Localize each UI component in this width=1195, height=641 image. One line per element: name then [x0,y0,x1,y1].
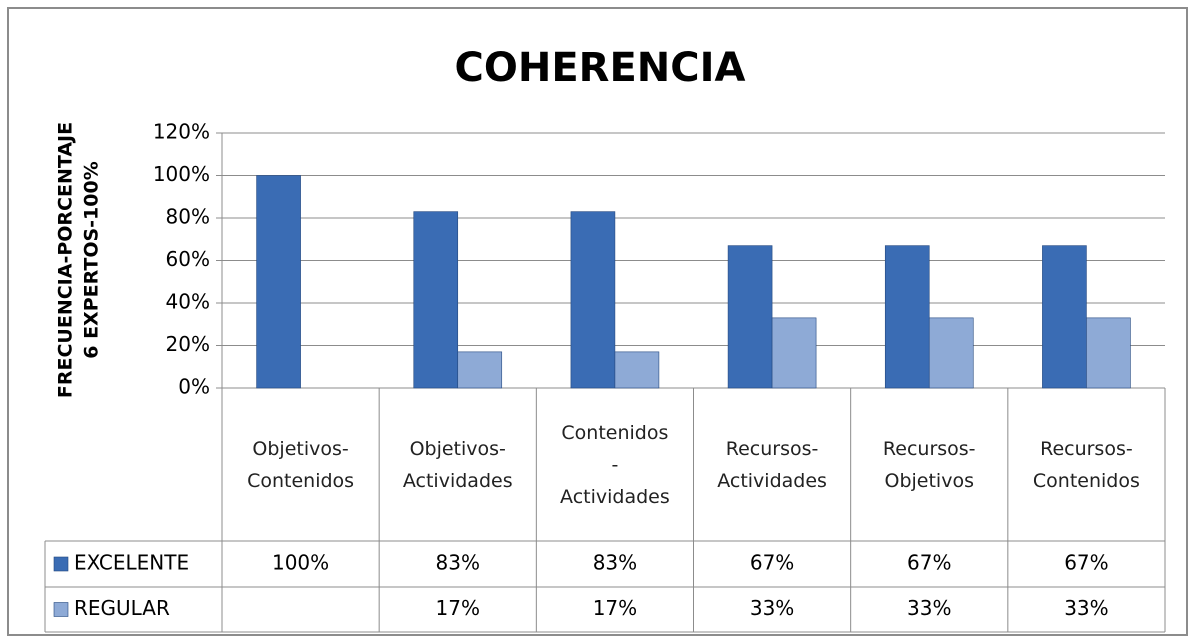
data-table-value: 17% [436,596,480,620]
y-tick-label: 20% [166,332,210,356]
x-tick-cell: Recursos-Objetivos [851,388,1008,541]
x-tick-label: Recursos-Contenidos [1032,437,1140,492]
x-tick-cell: Objetivos-Actividades [379,388,536,541]
bar [727,245,773,389]
x-tick-cell: Contenidos-Actividades [536,388,693,541]
legend-label: REGULAR [74,596,170,620]
bar [771,317,817,389]
data-table-value: 67% [750,551,794,575]
y-tick-label: 40% [166,290,210,314]
y-tick-label: 0% [178,375,210,399]
data-table-value: 33% [1064,596,1108,620]
x-tick-label: Objetivos-Contenidos [247,437,355,492]
bar [1042,245,1087,389]
data-table-value: 83% [593,551,637,575]
bar [413,211,459,389]
x-tick-label-box: Objetivos-Actividades [379,388,536,541]
y-axis-label: 6 EXPERTOS-100% [81,161,103,359]
data-table-value: 100% [272,551,329,575]
y-axis-label: FRECUENCIA-PORCENTAJE [55,122,77,398]
x-tick-cell: Recursos-Actividades [694,388,851,541]
data-table-value: 83% [436,551,480,575]
x-tick-cell: Objetivos-Contenidos [222,388,379,541]
bar [1086,317,1131,389]
y-tick-label: 60% [166,247,210,271]
data-table-value: 67% [907,551,951,575]
bar [256,175,301,389]
bar [570,211,616,389]
x-tick-label: Recursos-Actividades [717,437,827,492]
data-table-value: 33% [907,596,951,620]
x-tick-cell: Recursos-Contenidos [1008,388,1165,541]
bar [884,245,930,389]
legend-swatch [53,556,69,572]
chart-title: COHERENCIA [455,45,746,91]
bar [614,351,660,389]
x-tick-label: Recursos-Objetivos [882,437,976,492]
x-tick-label: Contenidos-Actividades [560,421,670,508]
x-tick-label-box: Recursos-Actividades [694,388,851,541]
x-tick-label-box: Recursos-Objetivos [851,388,1008,541]
legend-swatch [53,602,69,617]
x-tick-label-box: Contenidos-Actividades [536,388,693,541]
data-table-value: 67% [1064,551,1108,575]
data-table-value: 33% [750,596,794,620]
legend-label: EXCELENTE [74,551,189,575]
y-tick-label: 80% [166,205,210,229]
x-tick-label-box: Objetivos-Contenidos [222,388,379,541]
bar [928,317,974,389]
bar [457,351,503,389]
y-tick-label: 100% [153,162,210,186]
x-tick-label-box: Recursos-Contenidos [1008,388,1165,541]
x-tick-label: Objetivos-Actividades [402,437,513,492]
y-tick-label: 120% [153,120,210,144]
data-table-value: 17% [593,596,637,620]
